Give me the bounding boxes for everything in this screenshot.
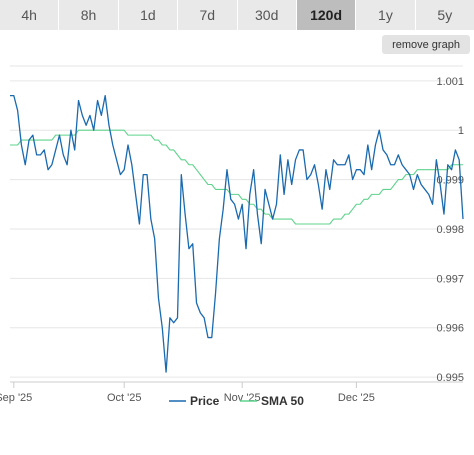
tab-120d[interactable]: 120d	[296, 0, 357, 30]
y-tick-label: 1	[458, 125, 464, 137]
tab-5y[interactable]: 5y	[415, 0, 474, 30]
y-tick-label: 1.001	[436, 76, 464, 88]
tab-8h[interactable]: 8h	[59, 0, 119, 30]
y-tick-label: 0.998	[436, 224, 464, 236]
legend-price-label[interactable]: Price	[190, 394, 220, 408]
timeframe-tabs: 4h 8h 1d 7d 30d 120d 1y 5y	[0, 0, 474, 30]
tab-30d[interactable]: 30d	[237, 0, 297, 30]
legend-sma-label[interactable]: SMA 50	[261, 394, 304, 408]
y-tick-label: 0.996	[436, 323, 464, 335]
x-tick-label: Sep '25	[0, 392, 32, 404]
y-tick-label: 0.995	[436, 372, 464, 384]
chart-legend: Price SMA 50	[169, 394, 304, 408]
y-axis-ticks: 0.995 0.996 0.997 0.998 0.999 1 1.001	[436, 76, 464, 384]
x-tick-label: Dec '25	[338, 392, 375, 404]
x-axis-ticks: Sep '25 Oct '25 Nov '25 Dec '25	[0, 382, 375, 404]
series-lines	[10, 94, 464, 373]
price-series-line	[10, 94, 464, 373]
x-tick-label: Nov '25	[224, 392, 261, 404]
x-tick-label: Oct '25	[107, 392, 142, 404]
grid-lines	[10, 65, 463, 383]
tab-7d[interactable]: 7d	[178, 0, 238, 30]
y-tick-label: 0.999	[436, 175, 464, 187]
y-tick-label: 0.997	[436, 273, 464, 285]
remove-graph-button[interactable]: remove graph	[382, 35, 470, 54]
tab-1y[interactable]: 1y	[356, 0, 416, 30]
tab-4h[interactable]: 4h	[0, 0, 60, 30]
tab-1d[interactable]: 1d	[118, 0, 179, 30]
sma-series-line	[10, 129, 463, 225]
